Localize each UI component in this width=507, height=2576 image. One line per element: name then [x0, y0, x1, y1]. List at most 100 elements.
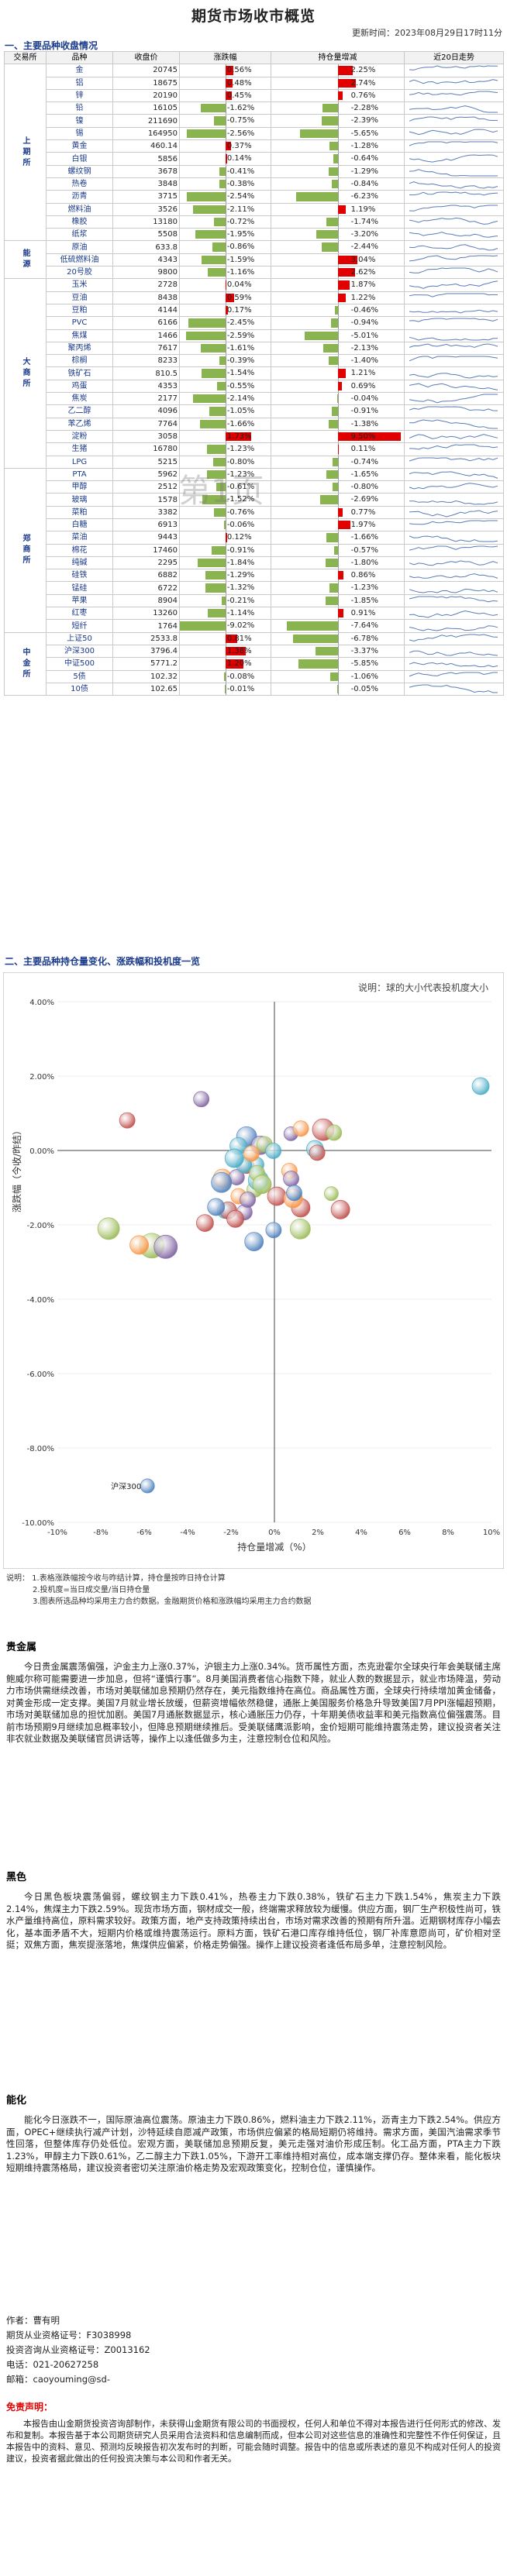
update-time: 更新时间：2023年08月29日17时11分	[352, 28, 502, 38]
oi-cell: 3.04%	[271, 253, 405, 267]
sparkline-path	[409, 293, 498, 297]
change-cell: -2.56%	[179, 126, 271, 141]
y-tick-label: -6.00%	[27, 1371, 54, 1379]
sparkline-path	[409, 116, 498, 122]
oi-label: 1.21%	[350, 369, 376, 378]
col-exchange: 交易所	[4, 50, 47, 65]
oi-cell: -2.39%	[271, 114, 405, 128]
trend-sparkline	[404, 442, 504, 456]
mail-line[interactable]: 邮箱：caoyouming@sd-	[6, 2374, 110, 2385]
bubble-point	[265, 1143, 282, 1159]
oi-bar	[337, 432, 401, 442]
oi-label: -1.38%	[350, 419, 378, 428]
product-name: 短纤	[46, 619, 113, 633]
oi-bar	[326, 558, 338, 568]
table-row: 焦煤 1466 -2.59% -5.01%	[5, 328, 504, 342]
oi-bar	[304, 331, 338, 340]
change-label: 0.12%	[226, 533, 252, 542]
change-cell: -2.59%	[179, 328, 271, 342]
trend-sparkline	[404, 228, 504, 242]
table-row: 沥青 3715 -2.54% -6.23%	[5, 190, 504, 204]
close-price: 102.32	[112, 669, 180, 683]
oi-cell: -0.04%	[271, 392, 405, 406]
close-price: 13260	[112, 607, 180, 621]
change-label: -0.38%	[226, 179, 255, 188]
oi-cell: 1.22%	[271, 291, 405, 304]
change-bar	[224, 520, 226, 530]
trend-sparkline	[404, 202, 504, 216]
change-cell: -0.72%	[179, 215, 271, 229]
oi-label: -1.65%	[350, 469, 378, 479]
oi-bar	[337, 369, 346, 378]
oi-bar	[337, 78, 356, 88]
sparkline-path	[409, 232, 498, 239]
oi-bar	[330, 672, 338, 681]
x-tick-label: 0%	[268, 1529, 281, 1537]
oi-bar	[337, 520, 351, 530]
product-name: 菜油	[46, 531, 113, 545]
product-name: 原油	[46, 240, 113, 254]
close-price: 1764	[112, 619, 180, 633]
close-price: 6166	[112, 316, 180, 330]
oi-cell: 0.77%	[271, 505, 405, 519]
table-row: 豆粕 4144 0.17% -0.46%	[5, 303, 504, 318]
close-price: 2512	[112, 480, 180, 494]
change-label: -0.39%	[226, 356, 255, 366]
trend-sparkline	[404, 392, 504, 406]
oi-cell: 0.69%	[271, 379, 405, 394]
oi-cell: -1.29%	[271, 164, 405, 178]
oi-label: -5.01%	[350, 331, 378, 340]
change-cell: 0.56%	[179, 64, 271, 77]
product-name: 苯乙烯	[46, 417, 113, 431]
oi-cell: 0.76%	[271, 88, 405, 103]
product-name: 聚丙烯	[46, 341, 113, 356]
oi-label: 1.19%	[350, 205, 376, 214]
oi-label: 0.86%	[350, 571, 376, 580]
change-label: -1.95%	[226, 230, 255, 239]
disclaimer-block: 免责声明： 本报告由山金期货投资咨询部制作，未获得山金期货有限公司的书面授权，任…	[6, 2400, 501, 2464]
product-name: 棕榈	[46, 354, 113, 368]
change-bar	[205, 583, 226, 593]
trend-sparkline	[404, 480, 504, 494]
trend-sparkline	[404, 607, 504, 621]
change-bar	[192, 394, 226, 404]
oi-cell: 9.50%	[271, 429, 405, 444]
sparkline-path	[409, 356, 498, 362]
product-name: 玻璃	[46, 493, 113, 507]
col-oi-change: 持仓量增减	[271, 50, 405, 65]
trend-sparkline	[404, 278, 504, 292]
oi-bar	[333, 545, 338, 555]
close-price: 102.65	[112, 682, 180, 696]
oi-label: -6.23%	[350, 192, 378, 201]
oi-bar	[322, 116, 338, 126]
change-label: -1.16%	[226, 268, 255, 277]
oi-cell: 2.62%	[271, 266, 405, 280]
table-row: 棕榈 8233 -0.39% -1.40%	[5, 354, 504, 368]
oi-bar	[337, 507, 343, 517]
oi-label: 0.76%	[350, 91, 376, 100]
sparkline-path	[409, 457, 498, 462]
oi-label: -1.06%	[350, 672, 378, 681]
oi-label: -0.94%	[350, 318, 378, 328]
bubble-point	[243, 1145, 260, 1162]
sparkline-path	[409, 191, 498, 196]
market-table-wrap: 交易所 品种 收盘价 涨跌幅 持仓量增减 近20日走势 上期所金 20745 0.5…	[0, 50, 504, 696]
x-tick-label: -6%	[136, 1529, 151, 1537]
oi-bar	[337, 293, 346, 302]
sparkline-path	[409, 535, 498, 542]
y-tick-label: 2.00%	[29, 1073, 54, 1082]
sparkline-path	[409, 573, 498, 580]
sparkline-path	[409, 181, 498, 189]
change-label: -1.62%	[226, 104, 255, 113]
close-price: 460.14	[112, 139, 180, 153]
oi-label: 1.97%	[350, 520, 376, 529]
oi-cell: -2.13%	[271, 341, 405, 356]
trend-sparkline	[404, 467, 504, 482]
x-tick-label: -4%	[180, 1529, 195, 1537]
change-cell: -9.02%	[179, 619, 271, 633]
trend-sparkline	[404, 177, 504, 191]
change-label: 0.04%	[226, 280, 252, 290]
product-name: PVC	[46, 316, 113, 330]
product-name: 黄金	[46, 139, 113, 153]
change-cell: -2.45%	[179, 316, 271, 330]
